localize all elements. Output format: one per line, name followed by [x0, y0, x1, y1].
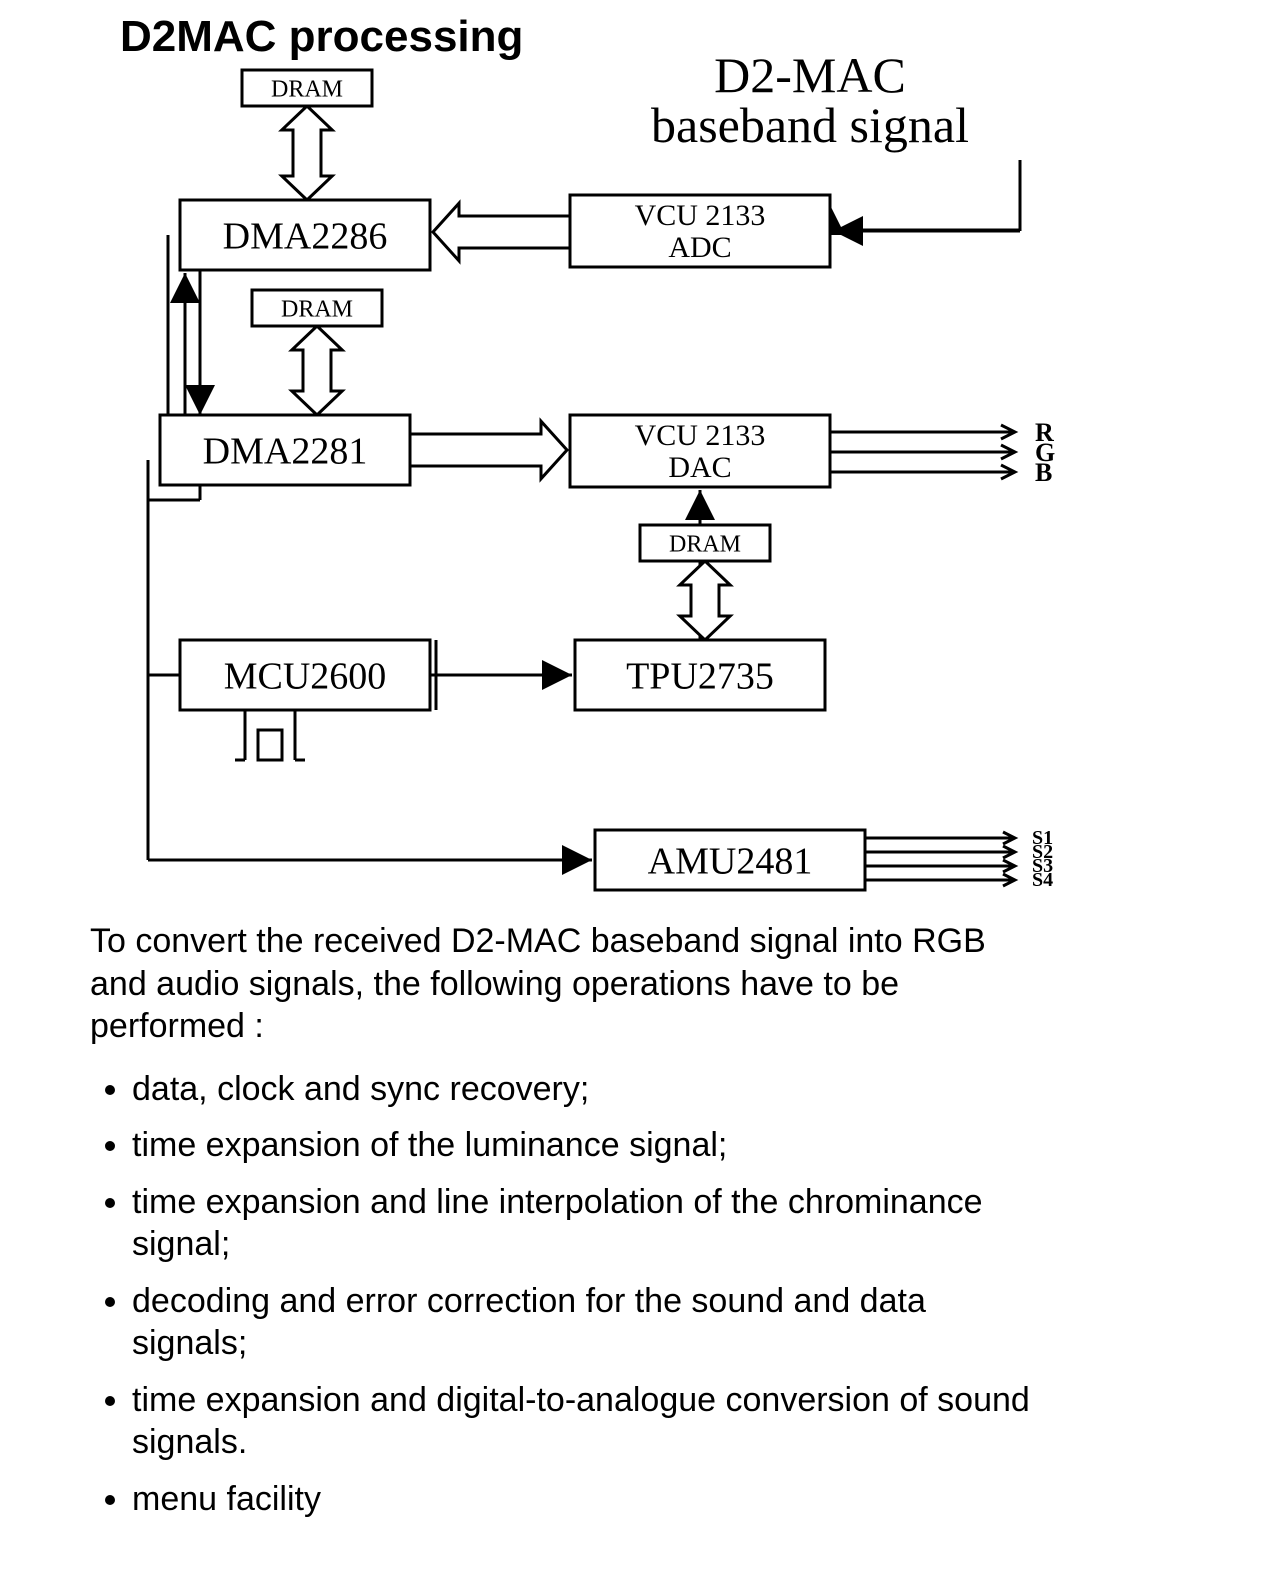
- label-vcu_dac-2: DAC: [668, 451, 731, 484]
- operation-item: time expansion of the luminance signal;: [132, 1124, 1050, 1167]
- label-vcu_adc-1: VCU 2133: [635, 199, 766, 232]
- edge: [680, 561, 730, 640]
- label-dma2286: DMA2286: [223, 215, 388, 257]
- label-mcu2600: MCU2600: [224, 655, 387, 697]
- label-vcu_dac-1: VCU 2133: [635, 419, 766, 452]
- operation-item: time expansion and digital-to-analogue c…: [132, 1379, 1050, 1464]
- label-dma2281: DMA2281: [203, 430, 368, 472]
- block-diagram: RGBS1S2S3S4DRAMDMA2286DRAMDMA2281VCU 213…: [0, 0, 1280, 920]
- operation-item: decoding and error correction for the so…: [132, 1280, 1050, 1365]
- edge: [282, 106, 332, 200]
- crystal-icon: [258, 730, 282, 760]
- label-tpu2735: TPU2735: [626, 655, 774, 697]
- label-amu2481: AMU2481: [648, 840, 813, 882]
- operation-item: menu facility: [132, 1478, 1050, 1521]
- label-dram2: DRAM: [281, 296, 353, 322]
- edge: [292, 326, 342, 415]
- rgb-output-label: B: [1035, 458, 1052, 487]
- edge: [433, 203, 570, 261]
- operation-item: data, clock and sync recovery;: [132, 1068, 1050, 1111]
- intro-paragraph: To convert the received D2-MAC baseband …: [90, 920, 1050, 1048]
- description-block: To convert the received D2-MAC baseband …: [90, 920, 1050, 1534]
- label-dram1: DRAM: [271, 76, 343, 102]
- page: D2MAC processing D2-MAC baseband signal …: [0, 0, 1280, 1584]
- audio-output-label: S4: [1032, 869, 1053, 891]
- operation-item: time expansion and line interpolation of…: [132, 1181, 1050, 1266]
- label-dram3: DRAM: [669, 531, 741, 557]
- operations-list: data, clock and sync recovery; time expan…: [90, 1068, 1050, 1521]
- label-vcu_adc-2: ADC: [668, 231, 731, 264]
- edge: [410, 421, 567, 479]
